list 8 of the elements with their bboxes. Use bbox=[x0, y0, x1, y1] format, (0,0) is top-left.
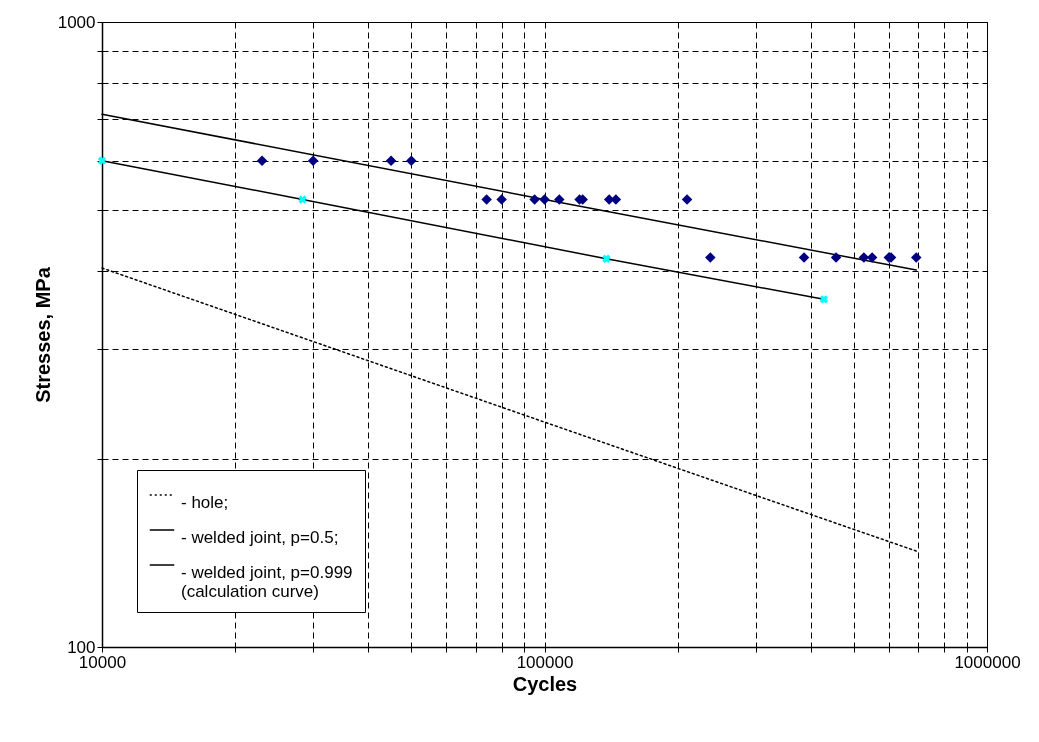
x-tick-label: 1000000 bbox=[954, 652, 1021, 672]
x-axis-title: Cycles bbox=[512, 672, 578, 695]
y-tick-label: 1000 bbox=[57, 12, 96, 32]
y-axis-title: Stresses, MPa bbox=[31, 266, 54, 403]
x-tick-label: 100000 bbox=[516, 652, 574, 672]
legend-label: - welded joint, p=0.5; bbox=[181, 528, 339, 547]
legend-label: - hole; bbox=[181, 493, 229, 512]
legend-label: - welded joint, p=0.999 (calculation curve) bbox=[181, 563, 353, 601]
